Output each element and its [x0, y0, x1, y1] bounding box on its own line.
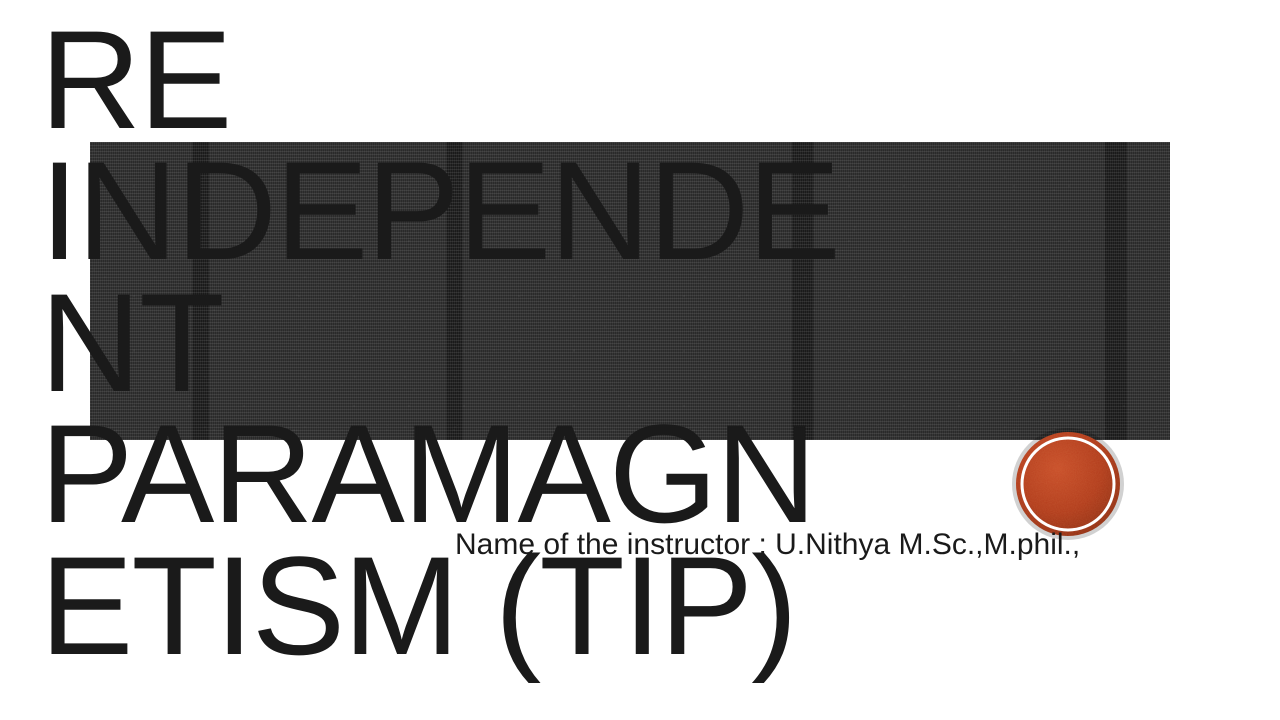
instructor-label: Name of the instructor : U.Nithya M.Sc.,…: [455, 528, 1080, 562]
slide-title: TEMPERATU RE INDEPENDE NT PARAMAGN ETISM…: [40, 0, 800, 672]
title-line-4: NT: [40, 277, 800, 409]
title-line-2: RE: [40, 14, 800, 146]
accent-circle-icon: [1012, 428, 1124, 540]
title-line-5: PARAMAGN: [40, 408, 800, 540]
title-line-3: INDEPENDE: [40, 145, 800, 277]
slide-canvas: TEMPERATU RE INDEPENDE NT PARAMAGN ETISM…: [0, 0, 1280, 720]
